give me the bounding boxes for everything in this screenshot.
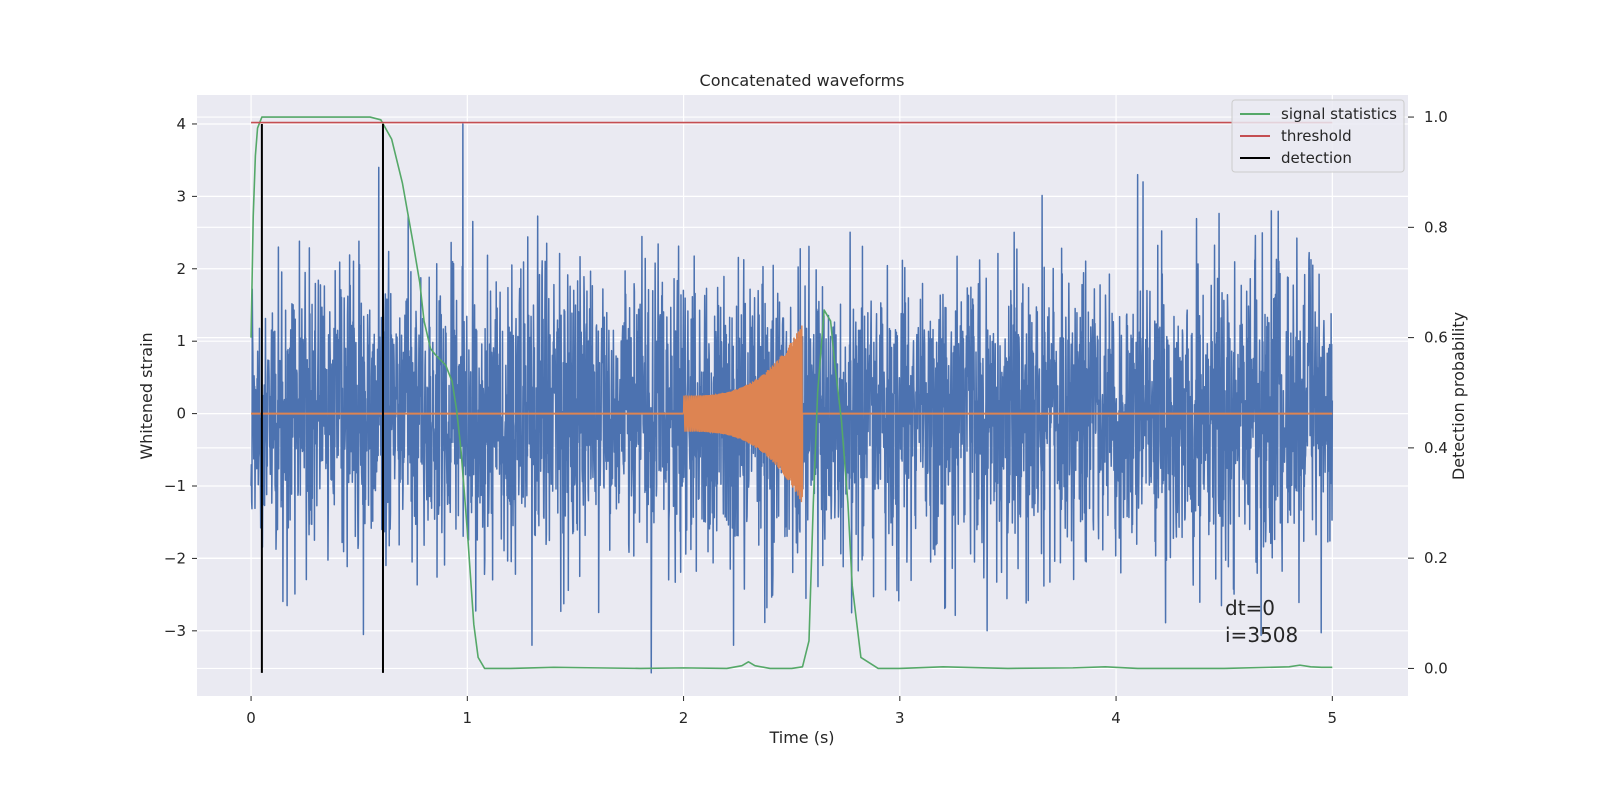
y-axis-label-left: Whitened strain (137, 332, 156, 459)
y-left-tick-label: 1 (176, 332, 186, 350)
signal-statistics-series (250, 116, 1333, 670)
x-tick-label: 5 (1328, 709, 1338, 727)
legend-label: threshold (1281, 127, 1352, 145)
x-tick-label: 3 (895, 709, 905, 727)
y-left-tick-label: −3 (164, 622, 186, 640)
y-right-tick-label: 0.0 (1424, 659, 1448, 677)
x-tick-label: 1 (463, 709, 473, 727)
signal-statistics-line (250, 116, 1333, 670)
y-right-tick-label: 0.6 (1424, 329, 1448, 347)
y-left-tick-label: −2 (164, 549, 186, 567)
legend-box (1231, 99, 1405, 173)
y-right-tick-label: 0.2 (1424, 549, 1448, 567)
legend: signal statistics threshold detection (1231, 99, 1405, 173)
y-left-tick-label: −1 (164, 477, 186, 495)
legend-label: detection (1281, 149, 1352, 167)
annotation-dt: dt=0 (1225, 596, 1275, 620)
legend-label: signal statistics (1281, 105, 1397, 123)
y-right-tick-label: 0.4 (1424, 439, 1448, 457)
y-left-tick-label: 2 (176, 260, 186, 278)
y-left-tick-label: 0 (176, 405, 186, 423)
y-axis-label-right: Detection probability (1449, 312, 1468, 480)
detection-series (260, 123, 384, 673)
chart-title: Concatenated waveforms (700, 71, 905, 90)
y-right-tick-label: 1.0 (1424, 108, 1448, 126)
annotation-i: i=3508 (1225, 623, 1298, 647)
y-left-tick-label: 3 (176, 187, 186, 205)
y-right-tick-label: 0.8 (1424, 218, 1448, 236)
injection-series (251, 325, 1333, 503)
x-axis-label: Time (s) (768, 728, 834, 747)
ticks: 0 1 2 3 4 5 −3 −2 −1 0 1 2 3 4 0.0 0.2 0.4 0.6 0.8 1.0 (164, 108, 1448, 727)
x-tick-label: 2 (679, 709, 689, 727)
injection-chirp (682, 325, 804, 503)
x-tick-label: 4 (1111, 709, 1121, 727)
x-tick-label: 0 (246, 709, 256, 727)
y-left-tick-label: 4 (176, 115, 186, 133)
